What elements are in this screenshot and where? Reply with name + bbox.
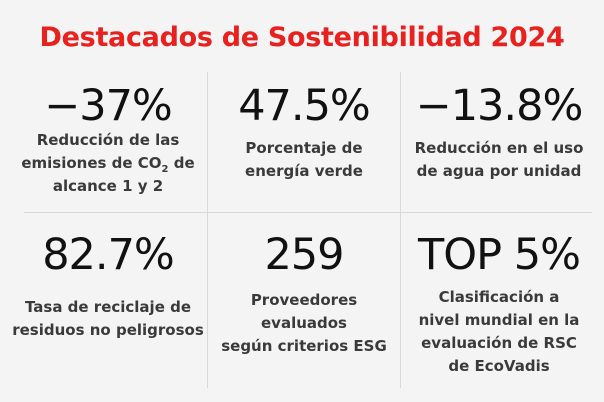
highlight-value: 259	[264, 230, 344, 280]
highlight-description: Tasa de reciclaje de residuos no peligro…	[12, 298, 204, 339]
highlight-card-green-energy: 47.5% Porcentaje de energía verde	[208, 72, 400, 210]
highlight-card-emissions: −37% Reducción de las emisiones de CO2 d…	[10, 72, 206, 210]
highlight-description: Reducción en el uso de agua por unidad	[414, 139, 584, 180]
description-text-continued: de alcance 1 y 2	[52, 154, 195, 195]
grid-divider-vertical-right	[400, 72, 401, 388]
highlight-value: 47.5%	[238, 81, 371, 131]
highlight-value: −13.8%	[415, 81, 584, 131]
highlight-description: Reducción de las emisiones de CO2 de alc…	[10, 129, 206, 198]
grid-divider-vertical-left	[207, 72, 208, 388]
highlight-card-suppliers: 259 Proveedores evaluados según criterio…	[208, 214, 400, 394]
highlight-card-ecovadis: TOP 5% Clasificación a nivel mundial en …	[401, 214, 597, 394]
grid-divider-horizontal	[24, 212, 592, 213]
highlight-description: Proveedores evaluados según criterios ES…	[221, 291, 387, 355]
page-title: Destacados de Sostenibilidad 2024	[39, 22, 565, 53]
highlight-value: TOP 5%	[418, 230, 581, 280]
description-subscript: 2	[161, 164, 169, 175]
highlight-description: Porcentaje de energía verde	[245, 139, 363, 180]
description-text: Reducción de las emisiones de CO	[21, 131, 180, 172]
highlight-description: Clasificación a nivel mundial en la eval…	[418, 288, 580, 375]
highlight-card-water-use: −13.8% Reducción en el uso de agua por u…	[401, 72, 597, 210]
highlight-card-recycling: 82.7% Tasa de reciclaje de residuos no p…	[10, 214, 206, 394]
highlight-value: −37%	[44, 81, 173, 131]
highlight-value: 82.7%	[42, 230, 175, 280]
